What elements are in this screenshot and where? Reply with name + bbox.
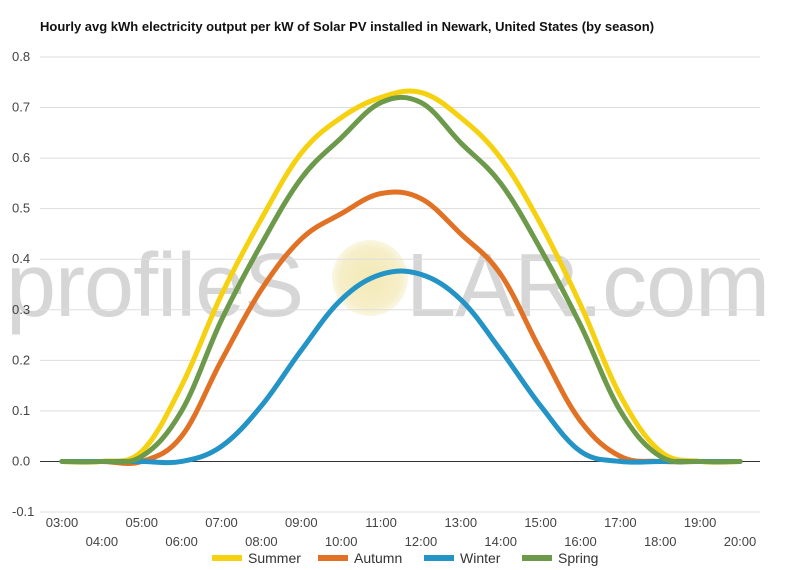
x-tick-label: 10:00 bbox=[325, 534, 358, 549]
legend-item-autumn[interactable]: Autumn bbox=[318, 549, 402, 567]
x-tick-label: 05:00 bbox=[125, 515, 158, 530]
y-tick-label: -0.1 bbox=[12, 504, 34, 519]
legend-swatch bbox=[522, 555, 552, 562]
y-tick-label: 0.0 bbox=[12, 453, 30, 468]
x-tick-label: 08:00 bbox=[245, 534, 278, 549]
legend-swatch bbox=[424, 555, 454, 562]
y-tick-label: 0.2 bbox=[12, 352, 30, 367]
x-tick-label: 19:00 bbox=[684, 515, 717, 530]
watermark: profileS LAR.com bbox=[0, 236, 800, 336]
legend-item-summer[interactable]: Summer bbox=[212, 549, 301, 567]
legend-swatch bbox=[318, 555, 348, 562]
x-tick-label: 07:00 bbox=[205, 515, 238, 530]
series-line-spring bbox=[59, 94, 743, 465]
chart-title: Hourly avg kWh electricity output per kW… bbox=[40, 19, 655, 34]
x-tick-label: 04:00 bbox=[86, 534, 119, 549]
x-tick-label: 14:00 bbox=[484, 534, 517, 549]
legend-label: Autumn bbox=[354, 550, 403, 566]
legend-label: Spring bbox=[558, 550, 599, 566]
legend-label: Winter bbox=[460, 550, 501, 566]
y-tick-label: 0.8 bbox=[12, 49, 30, 64]
x-tick-label: 06:00 bbox=[165, 534, 198, 549]
legend-item-winter[interactable]: Winter bbox=[424, 549, 500, 567]
x-tick-label: 03:00 bbox=[46, 515, 79, 530]
y-tick-label: 0.7 bbox=[12, 100, 30, 115]
x-tick-label: 09:00 bbox=[285, 515, 318, 530]
legend-item-spring[interactable]: Spring bbox=[522, 549, 598, 567]
series-line-summer bbox=[59, 88, 743, 465]
x-tick-label: 18:00 bbox=[644, 534, 677, 549]
y-tick-label: 0.5 bbox=[12, 201, 30, 216]
y-tick-label: 0.4 bbox=[12, 251, 30, 266]
x-tick-label: 16:00 bbox=[564, 534, 597, 549]
x-tick-label: 15:00 bbox=[524, 515, 557, 530]
x-tick-label: 13:00 bbox=[445, 515, 478, 530]
chart-legend: Summer Autumn Winter Spring bbox=[0, 549, 800, 567]
y-tick-label: 0.1 bbox=[12, 403, 30, 418]
y-tick-label: 0.6 bbox=[12, 150, 30, 165]
series-line-winter bbox=[59, 268, 743, 466]
x-tick-label: 20:00 bbox=[724, 534, 757, 549]
series-line-autumn bbox=[59, 189, 743, 466]
x-tick-label: 17:00 bbox=[604, 515, 637, 530]
legend-label: Summer bbox=[248, 550, 301, 566]
x-tick-label: 11:00 bbox=[365, 515, 397, 530]
legend-swatch bbox=[212, 555, 242, 562]
x-tick-label: 12:00 bbox=[405, 534, 438, 549]
y-tick-label: 0.3 bbox=[12, 302, 30, 317]
